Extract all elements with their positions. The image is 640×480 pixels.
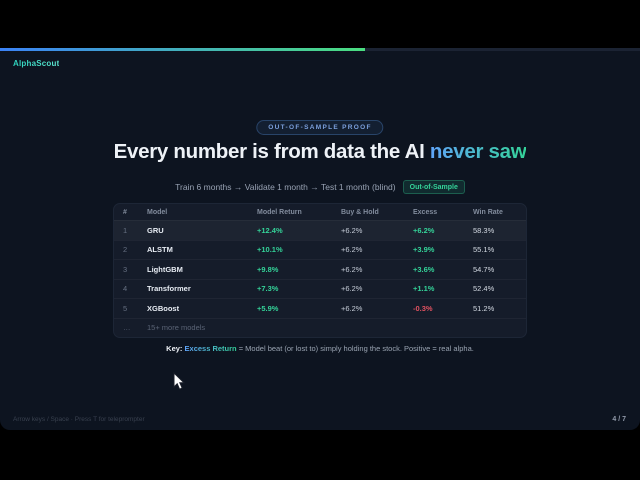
cell-buy-hold: +6.2%: [341, 225, 363, 235]
cell-win-rate: 51.2%: [473, 303, 495, 313]
slide-progress-fill: [0, 48, 366, 51]
col-model-return: Model Return: [257, 208, 302, 216]
cell-model-return: +10.1%: [257, 245, 283, 255]
slide-stage: AlphaScout OUT-OF-SAMPLE PROOF Every num…: [0, 48, 640, 430]
proof-badge: OUT-OF-SAMPLE PROOF: [256, 120, 384, 135]
table-row: 2 ALSTM +10.1% +6.2% +3.9% 55.1%: [114, 239, 526, 260]
keyboard-hint: Arrow keys / Space · Press T for telepro…: [13, 416, 145, 423]
cell-model-return: +12.4%: [257, 225, 283, 235]
cell-excess: +3.6%: [413, 264, 435, 274]
col-rank: #: [123, 208, 127, 216]
cell-model: ALSTM: [147, 245, 173, 255]
slide-progress-track: [0, 48, 640, 51]
table-more-row: … 15+ more models: [114, 317, 526, 337]
table-row: 5 XGBoost +5.9% +6.2% -0.3% 51.2%: [114, 298, 526, 318]
cell-excess: -0.3%: [413, 303, 433, 313]
more-models-label: 15+ more models: [147, 323, 206, 332]
cell-model-return: +5.9%: [257, 303, 279, 313]
key-text: = Model beat (or lost to) simply holding…: [238, 344, 474, 353]
key-label: Key:: [166, 344, 183, 353]
cell-rank: 1: [123, 225, 128, 235]
col-model: Model: [147, 208, 168, 216]
cell-win-rate: 52.4%: [473, 284, 495, 294]
results-table: # Model Model Return Buy & Hold Excess W…: [113, 203, 527, 338]
cell-model-return: +7.3%: [257, 284, 279, 294]
cell-buy-hold: +6.2%: [341, 284, 363, 294]
cell-win-rate: 55.1%: [473, 245, 495, 255]
col-excess: Excess: [413, 208, 438, 216]
cell-excess: +3.9%: [413, 245, 435, 255]
table-row: 3 LightGBM +9.8% +6.2% +3.6% 54.7%: [114, 259, 526, 279]
out-of-sample-badge: Out-of-Sample: [402, 180, 465, 194]
cell-buy-hold: +6.2%: [341, 303, 363, 313]
cell-rank: 4: [123, 284, 128, 294]
cell-excess: +1.1%: [413, 284, 435, 294]
cell-model: LightGBM: [147, 264, 183, 274]
pipeline-row: Train 6 months → Validate 1 month → Test…: [0, 180, 640, 194]
key-term: Excess Return: [184, 344, 237, 353]
cell-win-rate: 58.3%: [473, 225, 495, 235]
cell-rank: 5: [123, 303, 128, 313]
slide-title-plain: Every number is from data the AI: [113, 140, 430, 163]
col-win-rate: Win Rate: [473, 208, 503, 216]
cell-model: XGBoost: [147, 303, 180, 313]
app-logo: AlphaScout: [13, 59, 60, 68]
cell-win-rate: 54.7%: [473, 264, 495, 274]
cell-excess: +6.2%: [413, 225, 435, 235]
table-header-row: # Model Model Return Buy & Hold Excess W…: [114, 204, 526, 220]
cell-rank: 2: [123, 245, 128, 255]
cell-buy-hold: +6.2%: [341, 264, 363, 274]
table-row: 4 Transformer +7.3% +6.2% +1.1% 52.4%: [114, 278, 526, 299]
more-ellipsis: …: [123, 323, 131, 332]
mouse-cursor: [173, 372, 186, 390]
cell-model: GRU: [147, 225, 164, 235]
cell-model: Transformer: [147, 284, 191, 294]
col-buy-hold: Buy & Hold: [341, 208, 379, 216]
pipeline-text: Train 6 months → Validate 1 month → Test…: [175, 182, 396, 192]
slide-title-highlight: never saw: [429, 140, 527, 163]
page-indicator: 4 / 7: [612, 416, 626, 423]
cell-model-return: +9.8%: [257, 264, 279, 274]
slide-title: Every number is from data the AI never s…: [0, 140, 640, 164]
cell-rank: 3: [123, 264, 128, 274]
table-row: 1 GRU +12.4% +6.2% +6.2% 58.3%: [114, 220, 526, 240]
key-legend: Key: Excess Return = Model beat (or lost…: [0, 344, 640, 353]
cell-buy-hold: +6.2%: [341, 245, 363, 255]
